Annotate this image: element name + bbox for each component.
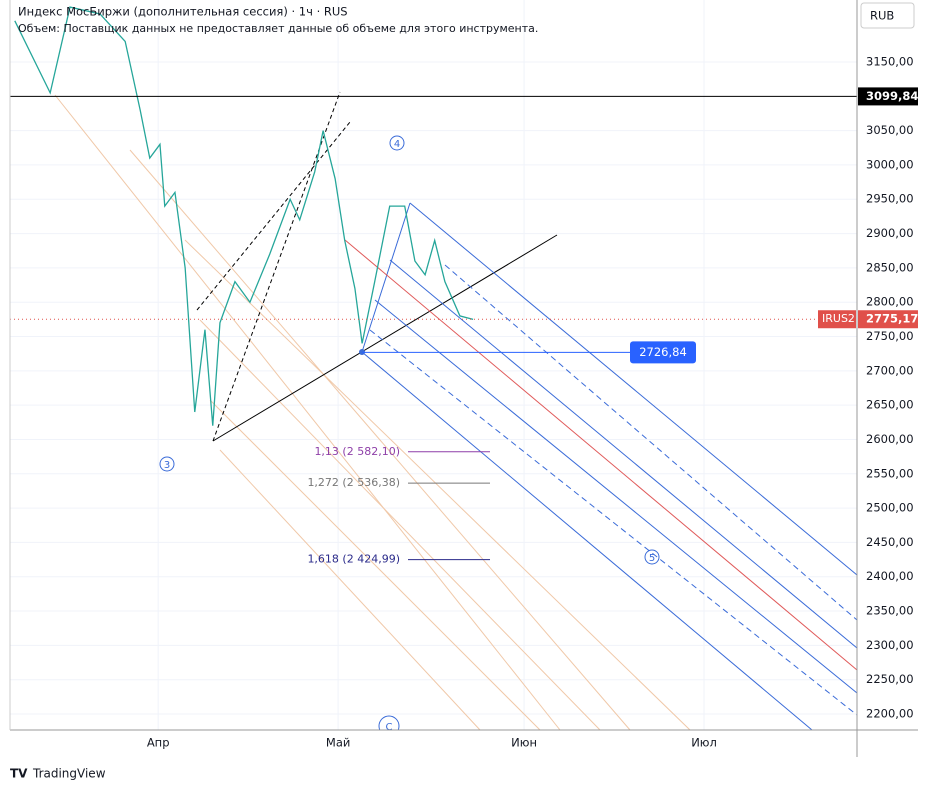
- pitchfork: [361, 202, 858, 731]
- y-axis-bg: [857, 0, 929, 730]
- wave-label: 4: [394, 139, 400, 150]
- wave-label: 5: [649, 553, 655, 564]
- level-label: 3099,84: [866, 89, 918, 103]
- y-tick-label: 2350,00: [866, 604, 914, 618]
- currency-button[interactable]: [860, 2, 915, 29]
- y-tick-label: 2850,00: [866, 260, 914, 274]
- y-tick-label: 2200,00: [866, 707, 914, 721]
- y-tick-label: 3150,00: [866, 54, 914, 68]
- x-tick-label: Апр: [147, 736, 170, 750]
- wave-labels: 3 4 5 C: [164, 139, 655, 733]
- y-tick-label: 2800,00: [866, 295, 914, 309]
- y-tick-label: 2400,00: [866, 569, 914, 583]
- chart-title: Индекс МосБиржи (дополнительная сессия) …: [18, 5, 348, 19]
- y-tick-label: 3050,00: [866, 123, 914, 137]
- x-axis-bg: [0, 730, 929, 792]
- y-tick-label: 3000,00: [866, 157, 914, 171]
- level-tag: [630, 341, 696, 364]
- fib-label: 1,272 (2 536,38): [307, 476, 400, 489]
- drawings: [54, 91, 858, 731]
- wave-circles: [159, 135, 660, 737]
- symbol-label: IRUS2: [822, 312, 855, 325]
- grid: [10, 0, 857, 730]
- y-tick-label: 2450,00: [866, 535, 914, 549]
- subtitle: Объем: Поставщик данных не предоставляет…: [18, 22, 538, 35]
- y-tick-label: 2900,00: [866, 226, 914, 240]
- y-tick-label: 2550,00: [866, 466, 914, 480]
- y-tick-label: 2650,00: [866, 398, 914, 412]
- fib-fan: [54, 94, 691, 731]
- wave-label: 3: [164, 460, 170, 471]
- plot: 2726,84 1,13 (2 582,10) 1,272 (2 536,38) 1,…: [10, 6, 857, 566]
- x-tick-label: Июл: [691, 736, 717, 750]
- level-label: 2726,84: [639, 345, 687, 359]
- logo: TV: [10, 767, 28, 781]
- level-label: 2775,17: [866, 312, 918, 326]
- y-tick-label: 2950,00: [866, 192, 914, 206]
- y-tick-label: 2500,00: [866, 501, 914, 515]
- y-tick-label: 2750,00: [866, 329, 914, 343]
- wave-label: C: [386, 722, 393, 733]
- brand: TradingView: [32, 767, 106, 781]
- currency[interactable]: RUB: [870, 9, 894, 23]
- x-tick-label: Май: [326, 736, 350, 750]
- fib-label: 1,13 (2 582,10): [314, 445, 400, 458]
- level-tag: [858, 87, 918, 106]
- fib-label: 1,618 (2 424,99): [307, 553, 400, 566]
- y-tick-label: 2600,00: [866, 432, 914, 446]
- y-tick-label: 2300,00: [866, 638, 914, 652]
- pitchfork-median: [344, 239, 858, 671]
- symbol-tag: [818, 310, 856, 329]
- axes: 3150,00 3050,00 3000,00 2950,00 2900,00 2850,…: [147, 54, 919, 749]
- y-tick-label: 2250,00: [866, 672, 914, 686]
- x-tick-label: Июн: [511, 736, 537, 750]
- level-tag: [858, 310, 918, 329]
- price-line: [14, 6, 474, 426]
- y-tick-label: 2700,00: [866, 363, 914, 377]
